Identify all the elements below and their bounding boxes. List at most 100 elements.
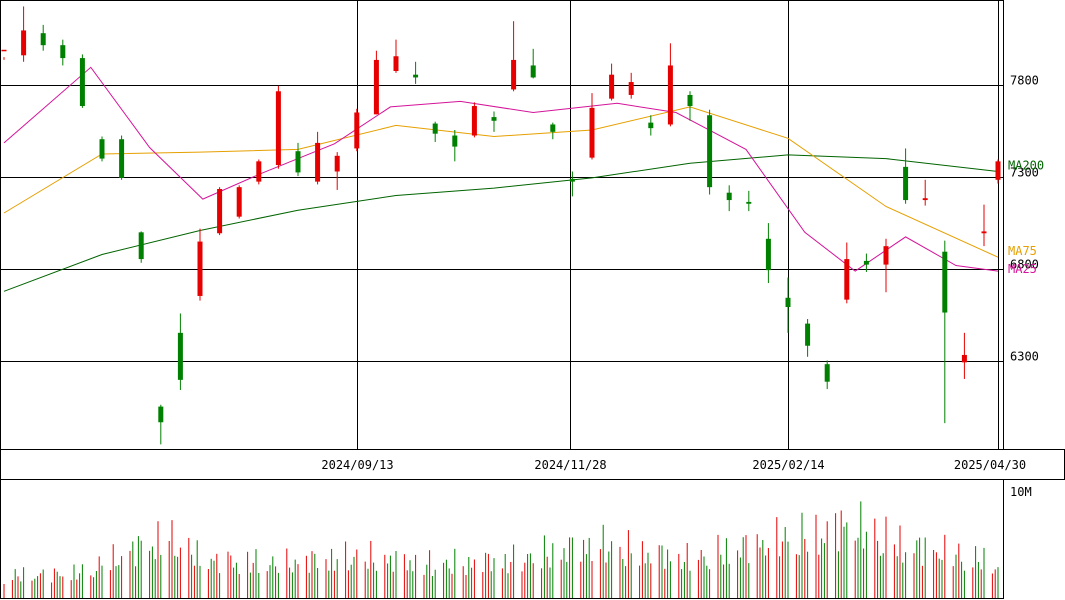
candle bbox=[40, 24, 46, 51]
candle bbox=[824, 360, 830, 390]
candle bbox=[334, 152, 340, 190]
candle-body-down bbox=[60, 45, 66, 59]
candle bbox=[648, 115, 654, 136]
candle-body-down bbox=[863, 260, 869, 265]
candle bbox=[79, 54, 85, 108]
candle bbox=[765, 223, 771, 284]
date-tick-label: 2024/09/13 bbox=[321, 458, 393, 472]
candle-body-down bbox=[138, 232, 144, 260]
moving-average-lines bbox=[3, 66, 999, 292]
candle bbox=[236, 185, 242, 219]
legend-ma200: MA200 bbox=[1008, 158, 1044, 172]
candle-body-down bbox=[726, 192, 732, 201]
candle bbox=[511, 21, 517, 92]
candle-body-up bbox=[373, 59, 379, 115]
ma200-line bbox=[3, 154, 999, 292]
candle-body-down bbox=[530, 65, 536, 78]
candle bbox=[746, 190, 752, 212]
candle-body-up bbox=[471, 106, 477, 136]
candle bbox=[707, 109, 713, 195]
candle bbox=[21, 6, 27, 62]
candle bbox=[1, 49, 7, 60]
candle bbox=[667, 43, 673, 127]
candle-body-down bbox=[707, 115, 713, 188]
price-grid bbox=[0, 0, 1004, 449]
candle-body-down bbox=[765, 238, 771, 271]
candle bbox=[354, 108, 360, 152]
candle-body-up bbox=[256, 161, 262, 182]
candle bbox=[530, 48, 536, 79]
candle bbox=[589, 93, 595, 160]
candle-body-up bbox=[1, 49, 7, 52]
candle-body-down bbox=[99, 139, 105, 159]
price-tick-label: 6300 bbox=[1010, 350, 1039, 364]
price-tick-label: 7300 bbox=[1010, 166, 1039, 180]
candle-body-up bbox=[981, 231, 987, 234]
candle bbox=[413, 61, 419, 84]
candle-body-up bbox=[511, 59, 517, 90]
candle-body-up bbox=[589, 107, 595, 158]
candle bbox=[138, 231, 144, 263]
candle bbox=[197, 228, 203, 301]
candle-body-up bbox=[667, 65, 673, 125]
candle bbox=[863, 253, 869, 272]
ma75-line bbox=[3, 106, 999, 258]
date-tick-label: 2025/02/14 bbox=[752, 458, 824, 472]
candle-body-up bbox=[844, 259, 850, 300]
candle bbox=[471, 102, 477, 138]
candle-body-down bbox=[295, 151, 301, 173]
candlestick-series bbox=[1, 6, 1001, 445]
candle bbox=[60, 39, 66, 66]
candle bbox=[995, 159, 1001, 184]
ma25-line bbox=[3, 66, 999, 272]
candle-body-up bbox=[275, 91, 281, 166]
candle bbox=[628, 72, 634, 99]
candle bbox=[961, 332, 967, 379]
candle bbox=[942, 240, 948, 424]
date-tick-labels: 2024/09/13 2024/11/28 2025/02/14 2025/04/30 bbox=[321, 458, 1026, 472]
candle bbox=[550, 122, 556, 140]
price-tick-label: 6800 bbox=[1010, 258, 1039, 272]
candle bbox=[275, 85, 281, 169]
candle-body-down bbox=[177, 332, 183, 380]
candle-body-down bbox=[942, 251, 948, 313]
candle bbox=[432, 121, 438, 142]
candle bbox=[256, 159, 262, 185]
date-tick-label: 2025/04/30 bbox=[954, 458, 1026, 472]
candle-body-up bbox=[354, 112, 360, 149]
candle-body-down bbox=[413, 74, 419, 78]
volume-bars bbox=[3, 501, 999, 598]
candle bbox=[805, 319, 811, 357]
price-panel: 6300 6800 7300 7800 MA200 MA75 MA25 bbox=[0, 0, 1044, 450]
volume-tick-labels: 10M bbox=[1010, 485, 1032, 499]
candle-body-up bbox=[21, 30, 27, 56]
candle-body-down bbox=[687, 94, 693, 107]
candle bbox=[981, 204, 987, 247]
candle bbox=[217, 187, 223, 236]
candle bbox=[726, 185, 732, 212]
candle bbox=[922, 179, 928, 206]
candle-body-down bbox=[648, 122, 654, 129]
candle-body-down bbox=[903, 166, 909, 201]
candle-body-up bbox=[315, 142, 321, 182]
candle-body-up bbox=[217, 189, 223, 234]
candle-body-down bbox=[119, 139, 125, 178]
price-tick-labels: 6300 6800 7300 7800 bbox=[1010, 74, 1039, 364]
date-tick-label: 2024/11/28 bbox=[534, 458, 606, 472]
candle-body-up bbox=[628, 82, 634, 95]
price-tick-label: 7800 bbox=[1010, 74, 1039, 88]
legend-ma25: MA25 bbox=[1008, 262, 1037, 276]
candle-body-down bbox=[79, 58, 85, 107]
candle-body-down bbox=[40, 33, 46, 46]
candle bbox=[452, 129, 458, 162]
candle bbox=[99, 136, 105, 162]
candle bbox=[569, 171, 575, 197]
candle bbox=[687, 91, 693, 121]
candle-body-down bbox=[452, 135, 458, 147]
candle-body-up bbox=[197, 241, 203, 296]
candle bbox=[903, 148, 909, 204]
candle bbox=[609, 63, 615, 101]
candle bbox=[158, 404, 164, 445]
candle bbox=[491, 111, 497, 132]
candle bbox=[295, 142, 301, 177]
